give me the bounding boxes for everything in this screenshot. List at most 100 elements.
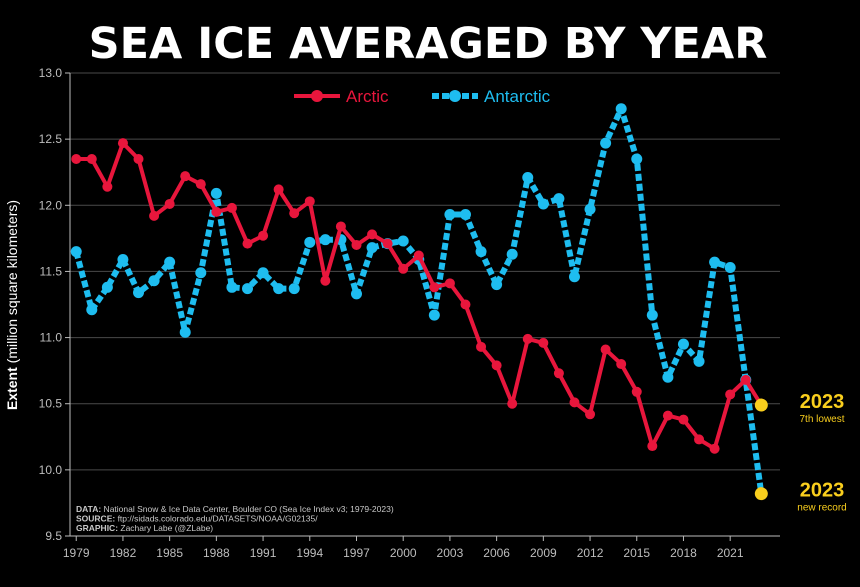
x-tick-label: 2018 (670, 546, 697, 560)
arctic-point (335, 221, 346, 232)
antarctic-point (366, 242, 378, 254)
arctic-point (507, 398, 518, 409)
antarctic-point (724, 261, 736, 273)
x-tick-label: 1979 (63, 546, 90, 560)
arctic-point (226, 202, 237, 213)
antarctic-point (693, 355, 705, 367)
series-arctic (71, 138, 763, 454)
arctic-point (367, 229, 378, 240)
credits: DATA: National Snow & Ice Data Center, B… (76, 504, 394, 533)
arctic-point (569, 397, 580, 408)
arctic-point (304, 196, 315, 207)
antarctic-point (397, 235, 409, 247)
x-tick-label: 1991 (250, 546, 277, 560)
legend-antarctic-marker (449, 90, 461, 102)
legend-arctic-label: Arctic (346, 87, 389, 106)
antarctic-point (273, 283, 285, 295)
y-axis-label-bold: Extent (4, 367, 20, 410)
arctic-point (180, 171, 191, 182)
antarctic-point (584, 203, 596, 215)
chart-title: SEA ICE AVERAGED BY YEAR (89, 19, 768, 69)
antarctic-point (537, 198, 549, 210)
y-tick-label: 13.0 (39, 66, 63, 80)
legend-antarctic-label: Antarctic (484, 87, 551, 106)
x-tick-label: 2009 (530, 546, 557, 560)
antarctic-point (288, 283, 300, 295)
arctic-point (382, 238, 393, 249)
legend-arctic-marker (311, 90, 323, 102)
antarctic-point (491, 279, 503, 291)
antarctic-point (257, 267, 269, 279)
highlight-arctic-year: 2023 (800, 391, 845, 413)
antarctic-point (709, 256, 721, 268)
axes (69, 73, 780, 537)
antarctic-point (133, 287, 145, 299)
arctic-point (133, 153, 144, 164)
credit-text: National Snow & Ice Data Center, Boulder… (101, 504, 394, 514)
arctic-point (429, 282, 440, 293)
arctic-point (476, 341, 487, 352)
x-tick-label: 1997 (343, 546, 370, 560)
arctic-point (585, 409, 596, 420)
x-tick-label: 1994 (296, 546, 323, 560)
arctic-point (117, 138, 128, 149)
arctic-point (709, 443, 720, 454)
arctic-point (631, 386, 642, 397)
x-tick-label: 2003 (437, 546, 464, 560)
arctic-point (351, 239, 362, 250)
legend: Arctic Antarctic (294, 87, 551, 106)
antarctic-point (475, 246, 487, 258)
credit-text: Zachary Labe (@ZLabe) (118, 523, 213, 533)
arctic-point (195, 179, 206, 190)
arctic-point (678, 414, 689, 425)
arctic-point (320, 275, 331, 286)
antarctic-point (195, 267, 207, 279)
credit-label: DATA: (76, 504, 101, 514)
y-tick-label: 12.0 (39, 198, 63, 212)
antarctic-point (444, 209, 456, 221)
antarctic-point (210, 187, 222, 199)
credit-line: SOURCE: ftp://sidads.colorado.edu/DATASE… (76, 514, 318, 524)
x-tick-labels: 1979 1982 1985 1988 1991 1994 1997 2000 2003 2006… (63, 536, 744, 560)
antarctic-point (179, 326, 191, 338)
x-tick-label: 2015 (623, 546, 650, 560)
antarctic-point (662, 371, 674, 383)
antarctic-point (522, 172, 534, 184)
arctic-point (102, 181, 113, 192)
y-tick-label: 11.0 (40, 331, 63, 345)
antarctic-point (319, 234, 331, 246)
highlight-antarctic-point (754, 487, 768, 501)
arctic-point (149, 210, 160, 221)
credit-line: DATA: National Snow & Ice Data Center, B… (76, 504, 394, 514)
arctic-point (491, 360, 502, 371)
arctic-point (164, 198, 175, 209)
highlight-antarctic-note: new record (797, 503, 846, 514)
antarctic-point (615, 103, 627, 115)
y-tick-label: 10.0 (39, 463, 63, 477)
x-tick-label: 2021 (717, 546, 744, 560)
antarctic-point (553, 193, 565, 205)
highlight-antarctic-year: 2023 (800, 480, 845, 502)
arctic-point (522, 333, 533, 344)
antarctic-point (568, 271, 580, 283)
x-tick-label: 1982 (110, 546, 137, 560)
arctic-point (413, 250, 424, 261)
antarctic-point (506, 248, 518, 260)
antarctic-point (304, 236, 316, 248)
arctic-point (398, 263, 409, 274)
antarctic-point (242, 283, 253, 295)
credit-text: ftp://sidads.colorado.edu/DATASETS/NOAA/… (115, 514, 318, 524)
antarctic-point (164, 256, 176, 268)
arctic-point (289, 208, 300, 219)
x-tick-label: 2000 (390, 546, 417, 560)
x-tick-label: 1985 (156, 546, 183, 560)
credit-label: SOURCE: (76, 514, 115, 524)
antarctic-point (226, 281, 238, 293)
arctic-point (647, 441, 658, 452)
highlight-arctic-point (754, 398, 768, 412)
highlight-arctic-note: 7th lowest (799, 414, 844, 425)
y-tick-label: 11.5 (40, 264, 63, 278)
antarctic-point (459, 209, 471, 221)
